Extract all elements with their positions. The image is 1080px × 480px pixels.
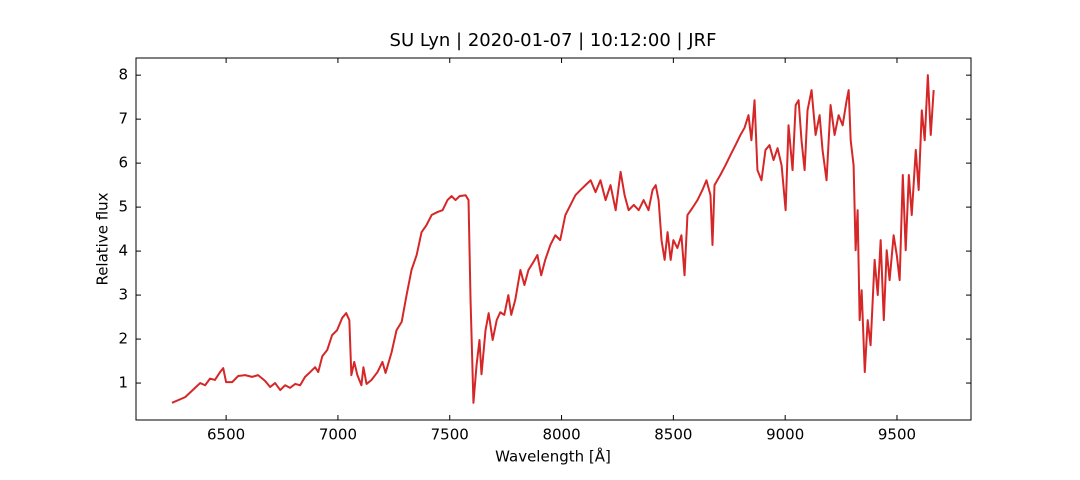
chart-title: SU Lyn | 2020-01-07 | 10:12:00 | JRF — [390, 30, 717, 51]
x-tick-label: 6500 — [207, 426, 245, 444]
x-tick-label: 7500 — [431, 426, 469, 444]
x-tick-label: 8500 — [654, 426, 692, 444]
y-tick-label: 5 — [118, 198, 128, 216]
y-tick-label: 7 — [118, 110, 128, 128]
y-tick-label: 3 — [118, 286, 128, 304]
y-tick-label: 2 — [118, 330, 128, 348]
y-tick-label: 6 — [118, 154, 128, 172]
x-tick-label: 9000 — [766, 426, 804, 444]
x-tick-label: 7000 — [319, 426, 357, 444]
x-tick-label: 8000 — [542, 426, 580, 444]
x-axis-label: Wavelength [Å] — [495, 447, 611, 466]
plot-frame — [135, 57, 972, 421]
spectrum-line — [171, 74, 935, 404]
y-tick-label: 4 — [118, 242, 128, 260]
x-tick-label: 9500 — [878, 426, 916, 444]
y-axis-label: Relative flux — [94, 192, 112, 285]
y-tick-label: 1 — [118, 374, 128, 392]
y-tick-label: 8 — [118, 66, 128, 84]
